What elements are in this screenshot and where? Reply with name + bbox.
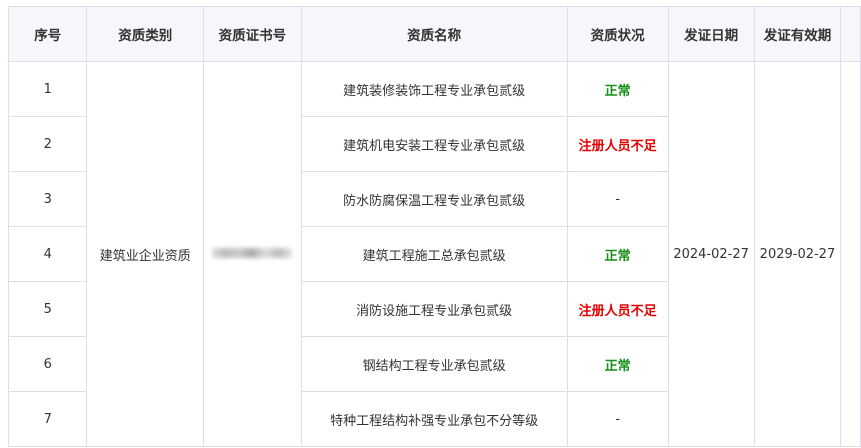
cert-no-cell: [203, 61, 302, 447]
qualification-table: 序号 资质类别 资质证书号 资质名称 资质状况 发证日期 发证有效期 1 建筑业企…: [7, 6, 861, 447]
expiry-date-cell: 2029-02-27: [753, 61, 842, 447]
qualification-name: 建筑机电安装工程专业承包贰级: [300, 116, 568, 172]
header-name: 资质名称: [300, 6, 568, 62]
qualification-name: 建筑工程施工总承包贰级: [300, 226, 568, 282]
row-no: 7: [7, 391, 88, 447]
row-no: 2: [7, 116, 88, 172]
qualification-name: 特种工程结构补强专业承包不分等级: [300, 391, 568, 447]
status-badge: 正常: [566, 61, 669, 117]
header-issue-date: 发证日期: [667, 6, 755, 62]
header-expiry: 发证有效期: [753, 6, 842, 62]
category-cell: 建筑业企业资质: [86, 61, 205, 447]
status-badge: -: [566, 171, 669, 227]
table-row: 6 钢结构工程专业承包贰级 正常: [7, 336, 861, 392]
table-row: 7 特种工程结构补强专业承包不分等级 -: [7, 391, 861, 447]
issue-date-cell: 2024-02-27: [667, 61, 755, 447]
status-badge: 注册人员不足: [566, 281, 669, 337]
status-badge: 正常: [566, 226, 669, 282]
row-no: 6: [7, 336, 88, 392]
table-row: 1 建筑业企业资质 建筑装修装饰工程专业承包贰级 正常 2024-02-27 2029-0…: [7, 61, 861, 447]
table-row: 4 建筑工程施工总承包贰级 正常: [7, 226, 861, 282]
row-no: 5: [7, 281, 88, 337]
qualification-name: 钢结构工程专业承包贰级: [300, 336, 568, 392]
header-no: 序号: [7, 6, 88, 62]
status-badge: -: [566, 391, 669, 447]
status-badge: 注册人员不足: [566, 116, 669, 172]
row-no: 4: [7, 226, 88, 282]
status-badge: 正常: [566, 336, 669, 392]
header-extra: [840, 6, 861, 62]
table-header: 序号 资质类别 资质证书号 资质名称 资质状况 发证日期 发证有效期: [7, 6, 861, 62]
qualification-name: 防水防腐保温工程专业承包贰级: [300, 171, 568, 227]
header-cert-no: 资质证书号: [203, 6, 302, 62]
header-category: 资质类别: [86, 6, 205, 62]
table-row: 3 防水防腐保温工程专业承包贰级 -: [7, 171, 861, 227]
row-no: 3: [7, 171, 88, 227]
row-no: 1: [7, 61, 88, 117]
extra-cell: [840, 61, 861, 447]
qualification-name: 建筑装修装饰工程专业承包贰级: [300, 61, 568, 117]
header-status: 资质状况: [566, 6, 669, 62]
qualification-name: 消防设施工程专业承包贰级: [300, 281, 568, 337]
blurred-cert-number: [212, 247, 293, 258]
table-row: 2 建筑机电安装工程专业承包贰级 注册人员不足: [7, 116, 861, 172]
